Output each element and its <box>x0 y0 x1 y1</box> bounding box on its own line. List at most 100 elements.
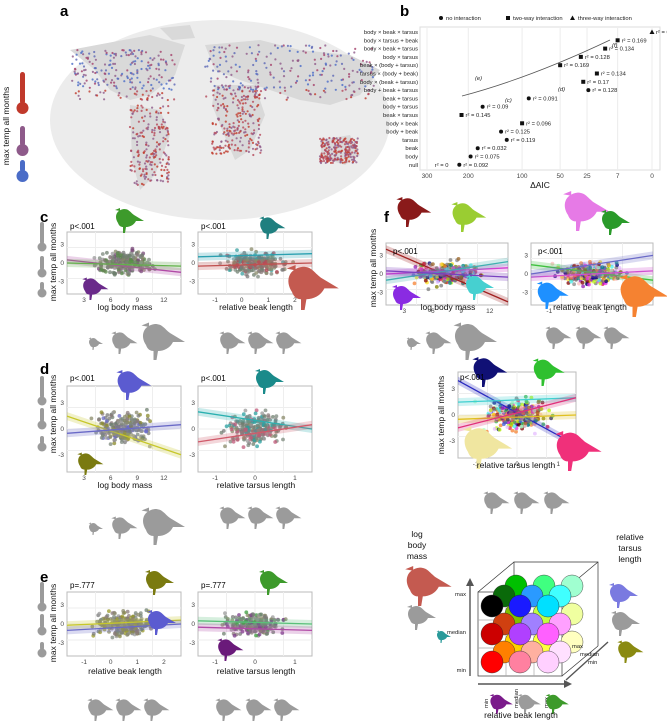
map-point <box>160 83 163 86</box>
map-point <box>348 160 351 163</box>
r2-label: r² = 0.032 <box>482 146 507 152</box>
thermometer-bulb-icon <box>37 288 47 298</box>
map-point <box>304 44 308 47</box>
map-point <box>282 44 285 47</box>
cube-z-level-label: max <box>455 592 466 598</box>
bird-silhouette-icon <box>111 331 138 354</box>
map-point <box>327 149 330 152</box>
xtick-label: 6 <box>109 297 113 304</box>
data-point <box>235 256 240 261</box>
data-point <box>126 437 131 441</box>
data-point <box>235 248 239 253</box>
map-point <box>328 136 331 140</box>
data-point <box>519 424 524 429</box>
data-point <box>229 627 234 632</box>
map-point <box>254 90 257 93</box>
data-point <box>281 415 286 420</box>
map-point <box>134 87 137 91</box>
map-point <box>156 165 159 168</box>
map-point <box>353 143 356 146</box>
model-label: tarsus <box>402 138 418 144</box>
ytick-label: -3 <box>58 279 64 286</box>
species-bird-icon <box>259 216 286 239</box>
species-bird-icon <box>115 208 144 233</box>
map-point <box>224 108 227 111</box>
map-point <box>236 115 239 118</box>
map-point <box>355 150 358 153</box>
data-point <box>249 435 253 440</box>
map-point <box>88 60 91 64</box>
data-point <box>120 614 125 619</box>
map-point <box>365 60 368 64</box>
bird-silhouette-icon <box>603 326 630 349</box>
map-point <box>239 112 242 115</box>
xtick-label: 9 <box>459 308 463 315</box>
map-point <box>94 80 97 83</box>
map-point <box>110 66 114 69</box>
map-point <box>158 143 161 146</box>
data-point <box>260 433 265 437</box>
map-point <box>302 50 305 53</box>
map-point <box>216 95 219 99</box>
trait-combination-sphere <box>508 594 532 618</box>
map-point <box>145 172 148 176</box>
map-point <box>324 91 327 94</box>
data-point <box>280 631 285 635</box>
data-point <box>218 261 223 266</box>
map-point <box>319 137 322 140</box>
map-point <box>165 82 168 85</box>
data-point <box>226 259 230 264</box>
map-point <box>152 77 155 80</box>
map-point <box>339 158 343 162</box>
panel-d-pvalue-1: p<.001 <box>70 374 95 383</box>
map-point <box>209 50 212 53</box>
data-point <box>108 255 112 260</box>
data-point <box>233 422 238 427</box>
map-point <box>257 44 260 47</box>
map-point <box>247 69 250 72</box>
map-point <box>279 86 282 89</box>
data-point <box>99 410 104 415</box>
aic-point <box>459 113 464 117</box>
map-point <box>124 51 127 54</box>
map-occurrence-points <box>71 44 375 186</box>
panel-e-plot-tarsus: 3 0 -3 -1 0 1 <box>189 570 313 666</box>
map-point <box>224 150 228 153</box>
panel-f-pvalue-3: p<.001 <box>460 373 485 382</box>
map-point <box>247 86 250 89</box>
map-point <box>171 59 174 62</box>
panel-d-xlabel-2: relative tarsus length <box>217 480 296 490</box>
map-point <box>216 77 219 80</box>
data-point <box>110 635 115 640</box>
aic-point <box>504 137 509 142</box>
map-point <box>220 46 224 49</box>
data-point <box>117 270 121 275</box>
map-point <box>224 139 227 142</box>
data-point <box>119 440 124 444</box>
map-point <box>159 50 162 53</box>
map-point <box>81 62 84 65</box>
data-point <box>273 433 278 438</box>
map-point <box>333 146 336 149</box>
bird-silhouette-icon <box>143 698 170 722</box>
map-point <box>257 81 260 84</box>
map-point <box>299 64 302 68</box>
data-point <box>139 260 143 265</box>
map-point <box>236 104 239 107</box>
map-point <box>226 110 229 113</box>
data-point <box>426 287 431 292</box>
data-point <box>247 428 252 433</box>
map-point <box>77 84 80 87</box>
r2-label: r² = 0.178 <box>656 30 667 36</box>
map-point <box>156 179 159 182</box>
data-point <box>105 413 110 417</box>
map-point <box>130 61 134 64</box>
panel-d-plot-tarsus: 3 0 -3 -1 0 1 <box>189 369 313 482</box>
map-point <box>88 52 91 55</box>
map-point <box>118 91 121 95</box>
map-point <box>258 93 261 96</box>
data-point <box>459 275 464 280</box>
data-point <box>104 436 109 440</box>
data-point <box>91 631 96 636</box>
map-point <box>242 94 245 97</box>
